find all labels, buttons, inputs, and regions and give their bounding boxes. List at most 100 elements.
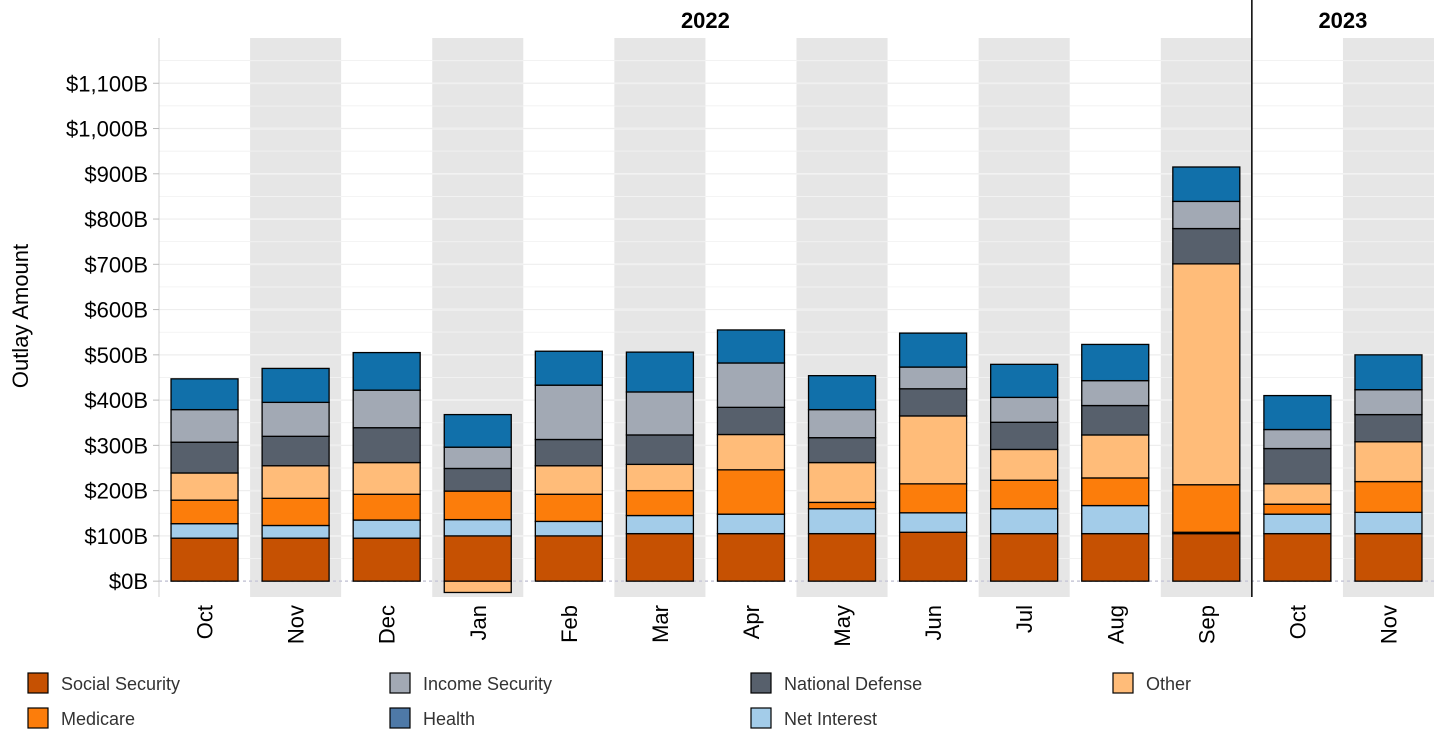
x-tick-label: Aug <box>1103 605 1128 644</box>
bar-segment-national-defense <box>1354 413 1423 443</box>
legend-item: Social Security <box>27 672 180 694</box>
bar-segment-national-defense <box>352 427 421 464</box>
x-tick-label: Sep <box>1194 605 1219 644</box>
bar-segment-social-security <box>443 535 512 582</box>
bar-stack-jan <box>443 413 512 594</box>
bar-segment-health <box>807 375 877 411</box>
x-tick-label: Apr <box>739 605 764 639</box>
bar-segment-social-security <box>625 532 695 582</box>
bar-segment-health <box>898 332 968 368</box>
bar-segment-income-security <box>1172 200 1241 230</box>
bar-segment-social-security <box>1172 532 1241 582</box>
bar-segment-social-security <box>1081 532 1150 582</box>
bar-segment-medicare <box>898 483 968 514</box>
bar-segment-medicare <box>1263 503 1332 515</box>
legend-swatch <box>27 672 49 694</box>
bar-segment-medicare <box>807 501 877 510</box>
legend-item: Income Security <box>389 672 552 694</box>
year-label: 2023 <box>1318 8 1367 33</box>
bar-segment-national-defense <box>990 421 1059 451</box>
y-tick-label: $600B <box>84 298 148 323</box>
bar-stacks <box>170 166 1423 594</box>
bar-segment-net-interest <box>261 524 330 539</box>
y-tick-label: $900B <box>84 162 148 187</box>
bar-segment-national-defense <box>534 438 603 467</box>
bar-segment-health <box>170 378 239 411</box>
bar-segment-social-security <box>716 532 786 582</box>
x-tick-label: Dec <box>375 605 400 644</box>
bar-segment-income-security <box>1081 379 1150 407</box>
legend-swatch <box>27 707 49 729</box>
bar-segment-income-security <box>352 389 421 429</box>
legend-swatch <box>750 707 772 729</box>
legend-item: Net Interest <box>750 707 877 729</box>
bar-stack-sep <box>1172 166 1241 582</box>
bar-segment-medicare <box>716 469 786 515</box>
bar-stack-dec <box>352 351 421 582</box>
bar-stack-aug <box>1081 343 1150 582</box>
bar-segment-social-security <box>898 531 968 582</box>
bar-segment-income-security <box>170 408 239 443</box>
x-tick-label: Mar <box>648 605 673 643</box>
bar-segment-net-interest <box>990 508 1059 535</box>
bar-segment-other <box>625 463 695 492</box>
year-labels: 2022 2023 <box>681 8 1367 33</box>
legend-swatch <box>389 672 411 694</box>
bar-segment-social-security <box>261 537 330 582</box>
bar-segment-national-defense <box>1172 227 1241 265</box>
y-axis-title: Outlay Amount <box>8 244 33 388</box>
y-axis: $0B $100B $200B $300B $400B $500B $600B $700B $8… <box>66 38 160 597</box>
legend-label: Health <box>423 709 475 729</box>
bar-stack-oct <box>170 378 239 582</box>
bar-segment-national-defense <box>625 434 695 466</box>
bar-segment-health <box>625 351 695 393</box>
bar-segment-social-security <box>1354 532 1423 582</box>
bar-segment-health <box>352 351 421 391</box>
legend-swatch <box>750 672 772 694</box>
bar-stack-nov <box>261 367 330 582</box>
y-tick-label: $200B <box>84 479 148 504</box>
y-tick-label: $1,100B <box>66 71 148 96</box>
bar-stack-feb <box>534 350 603 582</box>
bar-segment-health <box>1263 394 1332 431</box>
bar-segment-other <box>170 472 239 501</box>
legend-label: Income Security <box>423 674 552 694</box>
legend-label: Net Interest <box>784 709 877 729</box>
bar-segment-medicare <box>1172 484 1241 533</box>
bar-segment-other <box>443 580 512 594</box>
bar-segment-medicare <box>1081 477 1150 507</box>
bar-segment-medicare <box>352 493 421 521</box>
x-tick-label: Nov <box>284 605 309 644</box>
x-tick-label: May <box>830 605 855 647</box>
bar-segment-other <box>261 465 330 499</box>
bar-segment-net-interest <box>443 518 512 537</box>
bar-segment-medicare <box>990 479 1059 510</box>
legend-label: Medicare <box>61 709 135 729</box>
bar-segment-other <box>534 465 603 495</box>
bar-segment-income-security <box>1263 428 1332 450</box>
x-tick-label: Oct <box>193 605 218 639</box>
bar-segment-social-security <box>990 532 1059 582</box>
bar-segment-net-interest <box>170 523 239 539</box>
bar-stack-may <box>807 375 877 582</box>
bar-segment-income-security <box>443 446 512 470</box>
bar-segment-net-interest <box>352 519 421 539</box>
bar-segment-medicare <box>170 499 239 525</box>
bar-segment-social-security <box>534 535 603 582</box>
bar-segment-net-interest <box>807 508 877 535</box>
bar-stack-nov <box>1354 354 1423 582</box>
bar-segment-income-security <box>807 408 877 439</box>
bar-segment-national-defense <box>443 467 512 492</box>
x-tick-label: Oct <box>1285 605 1310 639</box>
legend-item: Other <box>1112 672 1191 694</box>
bar-segment-other <box>1081 434 1150 479</box>
bar-segment-health <box>1172 166 1241 203</box>
bar-stack-jun <box>898 332 968 582</box>
bar-segment-net-interest <box>716 513 786 535</box>
bar-segment-other <box>1172 263 1241 486</box>
legend-swatch <box>389 707 411 729</box>
legend-item: Health <box>389 707 475 729</box>
y-tick-label: $100B <box>84 524 148 549</box>
x-axis: Oct Nov Dec Jan Feb Mar Apr May Jun Jul Aug Sep Oct N… <box>193 605 1402 647</box>
bar-segment-social-security <box>1263 532 1332 582</box>
